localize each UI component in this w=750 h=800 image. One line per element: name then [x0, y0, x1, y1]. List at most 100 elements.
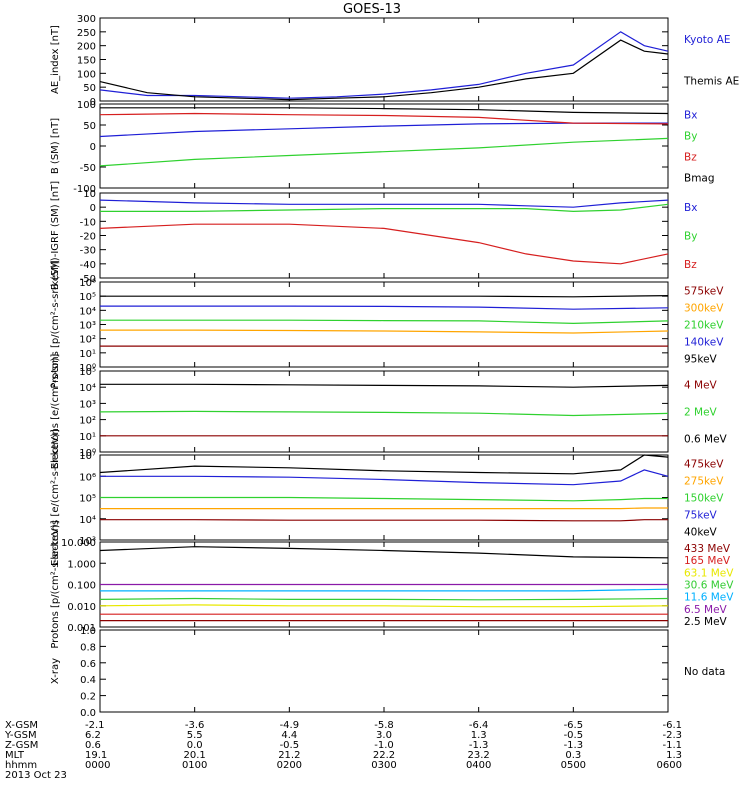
legend-entry: 75keV	[684, 510, 718, 522]
y-axis-label: B (SM) [nT]	[50, 118, 61, 174]
y-tick-label: 10⁵	[79, 494, 96, 505]
x-tick-label: 4.4	[281, 730, 297, 741]
legend-entry: 40keV	[684, 527, 718, 539]
y-tick-label: 10⁶	[79, 278, 96, 289]
legend-entry: 0.6 MeV	[684, 434, 728, 446]
y-tick-label: -40	[80, 260, 96, 271]
x-tick-label: -2.1	[85, 720, 105, 731]
y-tick-label: 10⁰	[79, 448, 96, 459]
y-tick-label: 10¹	[79, 432, 96, 443]
series-line-475kev	[100, 519, 668, 522]
no-data-label: No data	[684, 666, 725, 678]
x-tick-label: 0.3	[565, 750, 581, 761]
legend-entry: 30.6 MeV	[684, 580, 734, 592]
series-line-95kev	[100, 295, 669, 298]
legend-entry: Bx	[684, 202, 697, 214]
x-tick-label: -4.9	[280, 720, 300, 731]
series-line-30.6-mev	[99, 597, 669, 601]
series-line-2.5-mev	[99, 546, 669, 559]
y-tick-label: 150	[77, 56, 96, 67]
series-line-kyoto-ae	[99, 31, 669, 99]
y-tick-label: 50	[83, 121, 96, 132]
x-tick-label: -5.8	[374, 720, 394, 731]
legend-entry: By	[684, 231, 697, 243]
panel-frame	[99, 281, 669, 368]
legend-entry: 575keV	[684, 286, 724, 298]
x-tick-label: -1.1	[662, 740, 682, 751]
x-tick-label: -1.0	[374, 740, 394, 751]
legend-entry: 165 MeV	[684, 555, 731, 567]
y-tick-label: 10	[83, 189, 96, 200]
legend-entry: Bz	[684, 152, 697, 164]
y-tick-label: 10³	[79, 321, 96, 332]
x-tick-label: -1.3	[564, 740, 584, 751]
legend-entry: Kyoto AE	[684, 34, 730, 46]
x-tick-label: 0100	[182, 760, 207, 771]
legend-entry: 275keV	[684, 476, 724, 488]
series-line-themis-ae	[99, 39, 669, 101]
x-tick-label: -2.3	[662, 730, 682, 741]
y-axis-label: AE_index [nT]	[50, 25, 61, 94]
y-tick-label: 100	[77, 69, 96, 80]
y-tick-label: 10⁵	[79, 292, 96, 303]
x-tick-label: 0400	[466, 760, 491, 771]
legend-entry: Themis AE	[683, 75, 739, 87]
x-tick-label: 1.3	[666, 750, 682, 761]
x-tick-label: 3.0	[376, 730, 392, 741]
x-tick-label: 6.2	[85, 730, 101, 741]
x-tick-label: 0200	[277, 760, 302, 771]
y-tick-label: 0.0	[80, 708, 96, 719]
x-tick-label: 0300	[371, 760, 396, 771]
series-line-bz	[99, 112, 669, 125]
x-tick-label: 19.1	[85, 750, 107, 761]
y-tick-label: 0	[90, 203, 96, 214]
series-line-bz	[99, 223, 669, 265]
x-tick-label: 0000	[85, 760, 110, 771]
y-tick-label: 200	[77, 42, 96, 53]
series-line-300kev	[100, 329, 669, 334]
panel-8: 1.0 0.8 0.6 0.4 0.2 0.0 X-ray No data	[50, 626, 725, 719]
y-tick-label: 10²	[79, 335, 96, 346]
series-line-by	[99, 137, 669, 167]
x-tick-label: -1.3	[469, 740, 489, 751]
series-line-bx	[99, 122, 668, 138]
x-tick-label: 22.2	[373, 750, 395, 761]
date-label: 2013 Oct 23	[5, 770, 67, 781]
series-line-275kev	[100, 507, 668, 510]
y-tick-label: 10⁴	[79, 515, 96, 526]
y-tick-label: 10⁴	[79, 306, 96, 317]
legend-entry: Bmag	[684, 173, 715, 185]
panel-1: 300 250 200 150 100 50 0 AE_index [nT] Kyoto AE T…	[50, 14, 739, 108]
x-tick-label: -6.4	[469, 720, 489, 731]
legend-entry: By	[684, 131, 697, 143]
x-tick-label: 21.2	[278, 750, 300, 761]
y-tick-label: -100	[73, 184, 96, 195]
x-row-label: MLT	[5, 750, 25, 761]
series-line-150kev	[100, 496, 668, 502]
panel-2: 100 50 0 -50 -100 B (SM) [nT] Bx By Bz Bmag	[50, 100, 715, 195]
y-tick-label: 10⁰	[79, 363, 96, 374]
y-tick-label: 0.8	[80, 642, 96, 653]
x-row-label: Z-GSM	[5, 740, 38, 751]
y-tick-label: 10⁷	[79, 451, 96, 462]
y-tick-label: 1.000	[67, 559, 96, 570]
legend-entry: 95keV	[684, 354, 718, 366]
panel-frame	[99, 17, 669, 102]
x-row-label: hhmm	[5, 760, 37, 771]
series-line-63.1-mev	[99, 604, 669, 608]
y-tick-label: 0.6	[80, 659, 96, 670]
legend-entry: 2.5 MeV	[684, 616, 728, 628]
panel-6: 10⁷ 10⁶ 10⁵ 10⁴ 10³ Electrons [e/(cm²-s-sr-ke…	[50, 429, 724, 566]
y-tick-label: 10⁴	[79, 383, 96, 394]
series-line-0.6-mev	[100, 383, 669, 388]
series-line-2-mev	[99, 410, 669, 417]
legend-entry: 300keV	[684, 303, 724, 315]
x-tick-label: 0500	[561, 760, 586, 771]
y-tick-label: 10³	[79, 399, 96, 410]
x-tick-label: 0.6	[85, 740, 101, 751]
panel-frame	[99, 629, 669, 713]
y-tick-label: 10²	[79, 416, 96, 427]
y-tick-label: 0	[90, 97, 96, 108]
